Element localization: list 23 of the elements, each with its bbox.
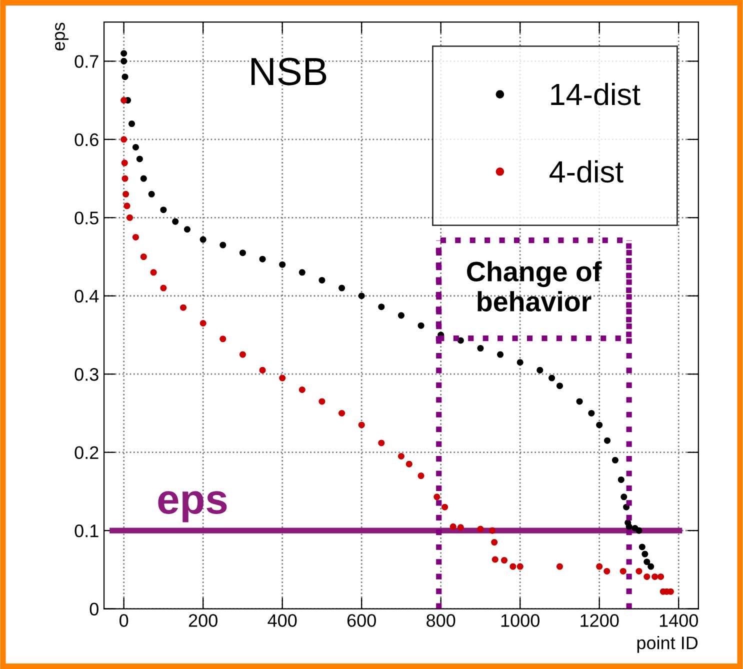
- annotation: NSB: [251, 58, 326, 86]
- y-tick-label: 0.6: [74, 133, 98, 146]
- legend-label: 4-dist: [550, 160, 624, 183]
- y-tick-label: 0.4: [74, 290, 99, 303]
- y-tick-label: 0.3: [74, 368, 98, 381]
- x-tick-label: 1200: [580, 614, 619, 627]
- x-tick-label: 0: [120, 614, 128, 627]
- x-tick-label: 400: [268, 614, 297, 627]
- x-tick-label: 200: [188, 614, 218, 627]
- y-tick-label: 0.2: [74, 446, 98, 460]
- x-axis-title: point ID: [637, 636, 698, 653]
- ref-line-label: eps: [158, 491, 227, 522]
- annotation: Change of behavior: [467, 261, 602, 312]
- x-tick-label: 1400: [660, 614, 698, 627]
- y-tick-label: 0: [90, 602, 98, 616]
- y-tick-label: 0.1: [74, 524, 98, 538]
- y-tick-label: 0.7: [74, 55, 98, 68]
- legend-label: 14-dist: [551, 82, 640, 106]
- x-tick-label: 800: [426, 614, 456, 627]
- y-tick-label: 0.5: [74, 212, 98, 224]
- y-axis-title: eps: [55, 22, 69, 50]
- x-tick-label: 1000: [501, 614, 540, 627]
- x-tick-label: 600: [347, 614, 376, 627]
